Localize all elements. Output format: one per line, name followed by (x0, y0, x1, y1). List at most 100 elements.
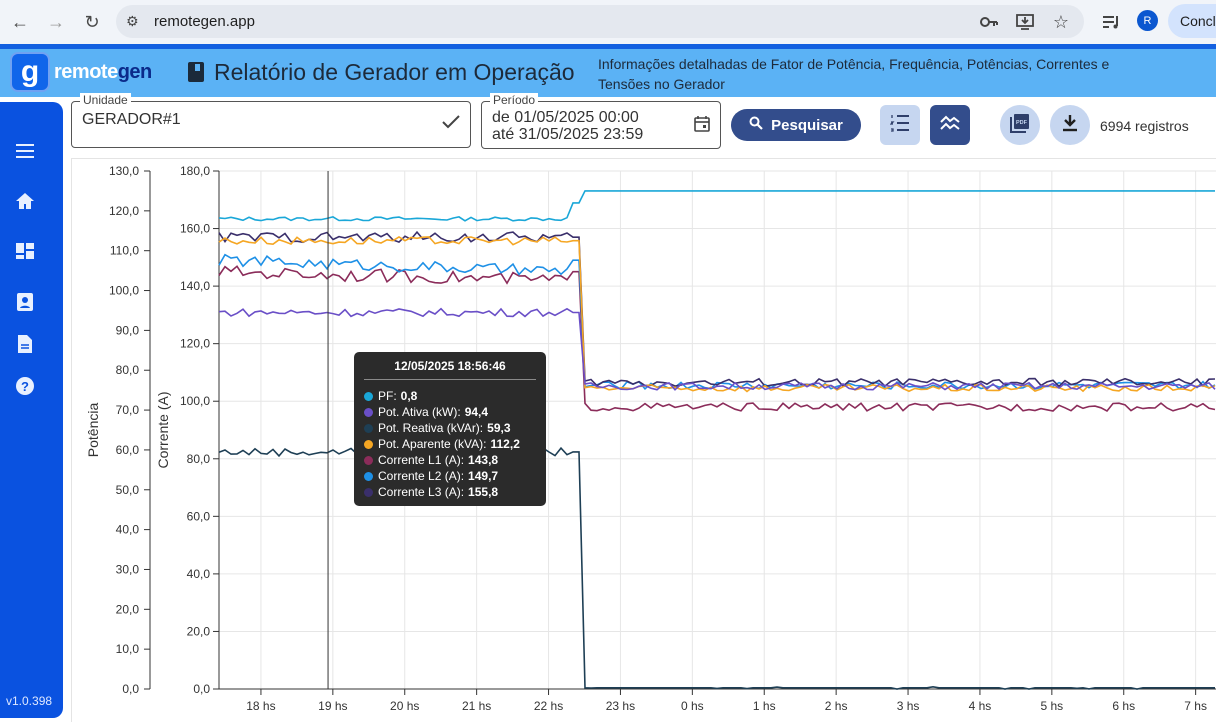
reading-list-icon[interactable] (1100, 11, 1122, 33)
left-tick-label: 100,0 (109, 284, 139, 298)
site-settings-icon[interactable]: ⚙ (126, 13, 139, 29)
left-tick-label: 0,0 (122, 682, 139, 696)
account-box-icon[interactable] (14, 291, 36, 313)
right-tick-label: 20,0 (187, 624, 211, 638)
tooltip-row: Corrente L1 (A): 143,8 (354, 452, 546, 468)
left-tick-label: 130,0 (109, 164, 139, 178)
calendar-icon[interactable] (694, 116, 710, 137)
page-subtitle: Informações detalhadas de Fator de Potên… (598, 56, 1110, 92)
tooltip-value: 0,8 (400, 389, 418, 403)
series-line-pot-ativa (218, 307, 1216, 391)
svg-text:PDF: PDF (1016, 120, 1028, 126)
right-tick-label: 160,0 (180, 222, 210, 236)
x-tick-label: 19 hs (318, 699, 347, 713)
line-chart-icon (940, 114, 960, 137)
logo-text: remotegen (54, 61, 152, 84)
svg-text:?: ? (21, 379, 29, 394)
unit-value[interactable]: GERADOR#1 (82, 111, 181, 128)
right-tick-label: 140,0 (180, 279, 210, 293)
x-tick-label: 20 hs (390, 699, 419, 713)
tooltip-value: 112,2 (490, 437, 520, 451)
period-from[interactable]: de 01/05/2025 00:00 (492, 109, 639, 126)
tooltip-label: Corrente L3 (A): (378, 485, 465, 499)
series-dot-icon (364, 487, 373, 497)
address-bar[interactable]: ⚙ remotegen.app ☆ (116, 5, 1084, 38)
left-tick-label: 70,0 (116, 403, 140, 417)
tooltip-row: Pot. Reativa (kVAr): 59,3 (354, 420, 546, 436)
series-dot-icon (364, 439, 373, 449)
document-icon[interactable] (14, 333, 36, 355)
left-tick-label: 50,0 (116, 483, 140, 497)
sidebar: ? v1.0.398 (0, 102, 63, 718)
conclude-button[interactable]: Concl (1168, 4, 1216, 38)
tooltip-value: 94,4 (464, 405, 489, 419)
y-axis-title-right: Corrente (A) (155, 391, 171, 468)
series-dot-icon (364, 471, 373, 481)
unit-label: Unidade (80, 93, 131, 107)
logo-icon: g (10, 52, 50, 92)
tooltip-value: 155,8 (468, 485, 499, 499)
check-icon[interactable] (442, 115, 460, 134)
dashboard-icon[interactable] (14, 240, 36, 262)
right-tick-label: 0,0 (193, 682, 210, 696)
tooltip-value: 149,7 (468, 469, 499, 483)
browser-toolbar: ← → ↻ ⚙ remotegen.app ☆ R Concl (0, 0, 1216, 44)
line-chart[interactable]: 0,0 10,0 20,0 30,0 40,0 50,0 60,0 70,0 80,0 90,0 1… (72, 159, 1216, 723)
tooltip-row: Corrente L2 (A): 149,7 (354, 468, 546, 484)
forward-icon[interactable]: → (47, 11, 65, 32)
home-icon[interactable] (14, 190, 36, 212)
x-tick-label: 7 hs (1184, 699, 1207, 713)
logo-suffix: gen (117, 61, 153, 83)
period-field[interactable]: Período de 01/05/2025 00:00 até 31/05/20… (481, 93, 721, 149)
period-label: Período (490, 93, 539, 107)
tooltip-row: Pot. Ativa (kW): 94,4 (354, 404, 546, 420)
back-icon[interactable]: ← (11, 11, 29, 32)
logo-prefix: remote (54, 61, 118, 83)
x-tick-label: 5 hs (1040, 699, 1063, 713)
x-tick-label: 6 hs (1112, 699, 1135, 713)
search-icon (749, 116, 763, 134)
search-button[interactable]: Pesquisar (731, 109, 861, 141)
reload-icon[interactable]: ↻ (84, 11, 100, 32)
tooltip-label: PF: (378, 389, 397, 403)
x-tick-label: 0 hs (681, 699, 704, 713)
chart-view-button[interactable] (930, 105, 970, 145)
tooltip-value: 59,3 (487, 421, 511, 435)
search-button-label: Pesquisar (771, 116, 843, 134)
tooltip-row: Pot. Aparente (kVA): 112,2 (354, 436, 546, 452)
left-tick-label: 80,0 (116, 363, 140, 377)
install-app-icon[interactable] (1014, 11, 1036, 33)
right-tick-label: 180,0 (180, 164, 210, 178)
profile-avatar[interactable]: R (1137, 10, 1158, 31)
version-label: v1.0.398 (6, 694, 53, 708)
left-tick-label: 60,0 (116, 443, 140, 457)
tooltip-label: Corrente L1 (A): (378, 453, 465, 467)
left-tick-label: 90,0 (116, 323, 140, 337)
list-view-button[interactable] (880, 105, 920, 145)
pdf-export-button[interactable]: PDF (1000, 105, 1040, 145)
x-tick-label: 4 hs (969, 699, 992, 713)
tooltip-row: PF: 0,8 (354, 388, 546, 404)
download-icon (1062, 114, 1078, 137)
x-tick-label: 3 hs (897, 699, 920, 713)
tooltip-divider (364, 379, 536, 380)
left-tick-label: 40,0 (116, 523, 140, 537)
right-tick-label: 60,0 (187, 509, 211, 523)
series-dot-icon (364, 455, 373, 465)
unit-select[interactable]: Unidade GERADOR#1 (71, 93, 471, 148)
key-icon[interactable] (978, 11, 1000, 33)
x-tick-label: 2 hs (825, 699, 848, 713)
tooltip-label: Pot. Reativa (kVAr): (378, 421, 484, 435)
bookmark-star-icon[interactable]: ☆ (1052, 11, 1070, 32)
help-icon[interactable]: ? (14, 375, 36, 397)
menu-icon[interactable] (14, 140, 36, 162)
series-dot-icon (364, 423, 373, 433)
left-tick-label: 120,0 (109, 204, 139, 218)
period-to[interactable]: até 31/05/2025 23:59 (492, 126, 644, 143)
tooltip-row: Corrente L3 (A): 155,8 (354, 484, 546, 500)
url-text[interactable]: remotegen.app (154, 13, 255, 30)
download-button[interactable] (1050, 105, 1090, 145)
page-title: Relatório de Gerador em Operação (214, 59, 575, 85)
tooltip-title: 12/05/2025 18:56:46 (394, 359, 506, 373)
pdf-icon: PDF (1010, 113, 1030, 138)
